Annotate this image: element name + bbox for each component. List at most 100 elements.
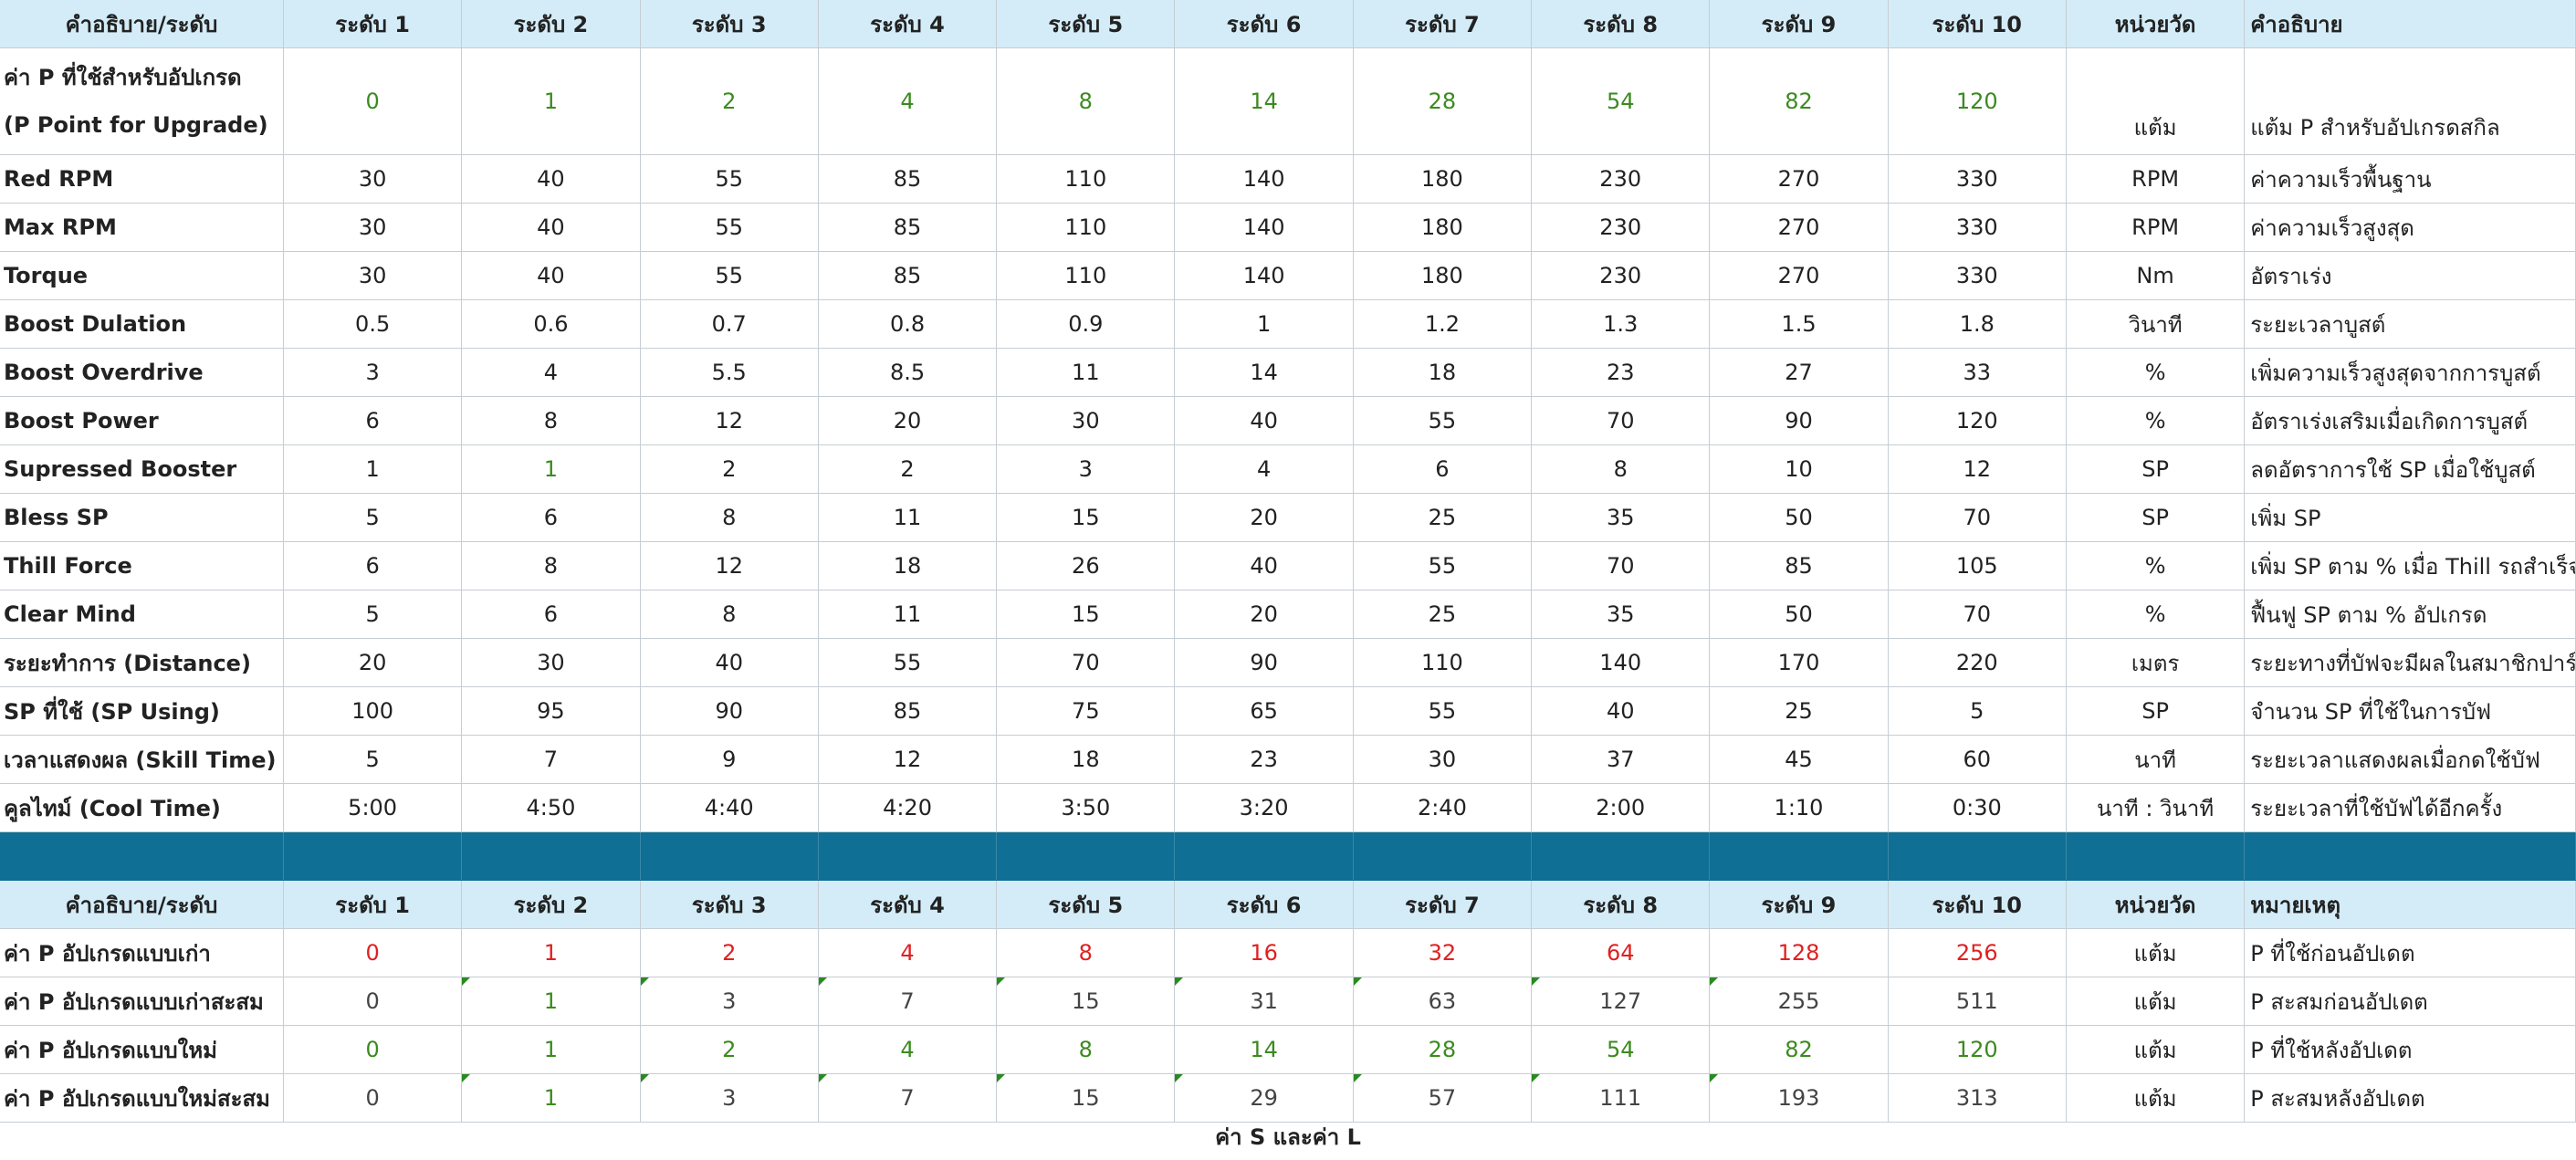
value-cell[interactable]: 105 xyxy=(1888,541,2067,590)
value-cell[interactable]: 256 xyxy=(1888,928,2067,977)
value-cell[interactable]: 30 xyxy=(1353,735,1533,784)
row-label-cell[interactable]: เวลาแสดงผล (Skill Time) xyxy=(0,735,284,784)
value-cell[interactable]: 230 xyxy=(1531,154,1711,204)
value-cell[interactable]: 5 xyxy=(1888,686,2067,736)
description-cell[interactable]: เพิ่ม SP xyxy=(2244,493,2576,542)
value-cell[interactable]: 6 xyxy=(1353,444,1533,494)
value-cell[interactable]: 28 xyxy=(1353,47,1533,155)
description-cell[interactable]: ลดอัตราการใช้ SP เมื่อใช้บูสต์ xyxy=(2244,444,2576,494)
value-cell[interactable]: 1 xyxy=(461,928,641,977)
unit-cell[interactable]: % xyxy=(2066,396,2246,445)
description-cell[interactable]: ค่าความเร็วสูงสุด xyxy=(2244,203,2576,252)
value-cell[interactable]: 11 xyxy=(818,590,998,639)
value-cell[interactable]: 111 xyxy=(1531,1073,1711,1123)
value-cell[interactable]: 85 xyxy=(818,154,998,204)
value-cell[interactable]: 25 xyxy=(1353,493,1533,542)
value-cell[interactable]: 8 xyxy=(1531,444,1711,494)
value-cell[interactable]: 1.2 xyxy=(1353,299,1533,349)
header-cell[interactable]: ระดับ 10 xyxy=(1888,880,2067,929)
value-cell[interactable]: 1.8 xyxy=(1888,299,2067,349)
unit-cell[interactable]: เมตร xyxy=(2066,638,2246,687)
value-cell[interactable]: 8 xyxy=(996,928,1176,977)
value-cell[interactable]: 0.8 xyxy=(818,299,998,349)
row-label-cell[interactable]: ค่า P อัปเกรดแบบเก่าสะสม xyxy=(0,977,284,1026)
value-cell[interactable]: 55 xyxy=(1353,686,1533,736)
value-cell[interactable]: 7 xyxy=(461,735,641,784)
value-cell[interactable]: 55 xyxy=(1353,396,1533,445)
description-cell[interactable]: P สะสมก่อนอัปเดต xyxy=(2244,977,2576,1026)
row-label-cell[interactable]: Supressed Booster xyxy=(0,444,284,494)
value-cell[interactable]: 2 xyxy=(640,928,819,977)
value-cell[interactable]: 1 xyxy=(461,977,641,1026)
value-cell[interactable]: 0 xyxy=(283,977,463,1026)
description-cell[interactable]: จำนวน SP ที่ใช้ในการบัฟ xyxy=(2244,686,2576,736)
value-cell[interactable]: 30 xyxy=(283,251,463,300)
value-cell[interactable]: 140 xyxy=(1174,203,1354,252)
separator-cell[interactable] xyxy=(1531,831,1711,881)
value-cell[interactable]: 180 xyxy=(1353,154,1533,204)
row-label-cell[interactable]: Bless SP xyxy=(0,493,284,542)
unit-cell[interactable]: แต้ม xyxy=(2066,928,2246,977)
value-cell[interactable]: 1 xyxy=(283,444,463,494)
value-cell[interactable]: 0.7 xyxy=(640,299,819,349)
row-label-cell[interactable]: Torque xyxy=(0,251,284,300)
value-cell[interactable]: 8 xyxy=(996,1025,1176,1074)
value-cell[interactable]: 330 xyxy=(1888,251,2067,300)
value-cell[interactable]: 270 xyxy=(1709,203,1889,252)
value-cell[interactable]: 23 xyxy=(1174,735,1354,784)
value-cell[interactable]: 37 xyxy=(1531,735,1711,784)
value-cell[interactable]: 110 xyxy=(996,203,1176,252)
description-cell[interactable]: อัตราเร่ง xyxy=(2244,251,2576,300)
unit-cell[interactable]: แต้ม xyxy=(2066,1025,2246,1074)
header-cell[interactable]: คำอธิบาย/ระดับ xyxy=(0,880,284,929)
separator-cell[interactable] xyxy=(1174,831,1354,881)
description-cell[interactable]: แต้ม P สำหรับอัปเกรดสกิล xyxy=(2244,47,2576,155)
value-cell[interactable]: 15 xyxy=(996,1073,1176,1123)
value-cell[interactable]: 0 xyxy=(283,47,463,155)
value-cell[interactable]: 9 xyxy=(640,735,819,784)
value-cell[interactable]: 5 xyxy=(283,735,463,784)
value-cell[interactable]: 50 xyxy=(1709,590,1889,639)
separator-cell[interactable] xyxy=(461,831,641,881)
value-cell[interactable]: 110 xyxy=(996,154,1176,204)
value-cell[interactable]: 30 xyxy=(283,203,463,252)
value-cell[interactable]: 7 xyxy=(818,977,998,1026)
unit-cell[interactable]: นาที : วินาที xyxy=(2066,783,2246,832)
value-cell[interactable]: 8 xyxy=(461,541,641,590)
value-cell[interactable]: 3 xyxy=(640,977,819,1026)
value-cell[interactable]: 82 xyxy=(1709,1025,1889,1074)
value-cell[interactable]: 270 xyxy=(1709,251,1889,300)
header-cell[interactable]: ระดับ 2 xyxy=(461,0,641,48)
value-cell[interactable]: 20 xyxy=(1174,493,1354,542)
value-cell[interactable]: 6 xyxy=(461,590,641,639)
separator-cell[interactable] xyxy=(283,831,463,881)
row-label-cell[interactable]: ระยะทำการ (Distance) xyxy=(0,638,284,687)
value-cell[interactable]: 8 xyxy=(640,590,819,639)
value-cell[interactable]: 75 xyxy=(996,686,1176,736)
value-cell[interactable]: 4:50 xyxy=(461,783,641,832)
value-cell[interactable]: 14 xyxy=(1174,348,1354,397)
row-label-cell[interactable]: Boost Dulation xyxy=(0,299,284,349)
value-cell[interactable]: 20 xyxy=(818,396,998,445)
value-cell[interactable]: 3 xyxy=(640,1073,819,1123)
unit-cell[interactable]: แต้ม xyxy=(2066,47,2246,155)
value-cell[interactable]: 6 xyxy=(461,493,641,542)
value-cell[interactable]: 50 xyxy=(1709,493,1889,542)
value-cell[interactable]: 220 xyxy=(1888,638,2067,687)
unit-cell[interactable]: SP xyxy=(2066,493,2246,542)
value-cell[interactable]: 1:10 xyxy=(1709,783,1889,832)
separator-cell[interactable] xyxy=(2066,831,2246,881)
value-cell[interactable]: 65 xyxy=(1174,686,1354,736)
value-cell[interactable]: 0.5 xyxy=(283,299,463,349)
value-cell[interactable]: 70 xyxy=(1531,541,1711,590)
value-cell[interactable]: 100 xyxy=(283,686,463,736)
description-cell[interactable]: P ที่ใช้หลังอัปเดต xyxy=(2244,1025,2576,1074)
description-cell[interactable]: ระยะเวลาแสดงผลเมื่อกดใช้บัฟ xyxy=(2244,735,2576,784)
header-cell[interactable]: ระดับ 4 xyxy=(818,880,998,929)
value-cell[interactable]: 5 xyxy=(283,493,463,542)
value-cell[interactable]: 70 xyxy=(1888,493,2067,542)
value-cell[interactable]: 40 xyxy=(1174,541,1354,590)
value-cell[interactable]: 255 xyxy=(1709,977,1889,1026)
value-cell[interactable]: 1 xyxy=(1174,299,1354,349)
value-cell[interactable]: 6 xyxy=(283,396,463,445)
